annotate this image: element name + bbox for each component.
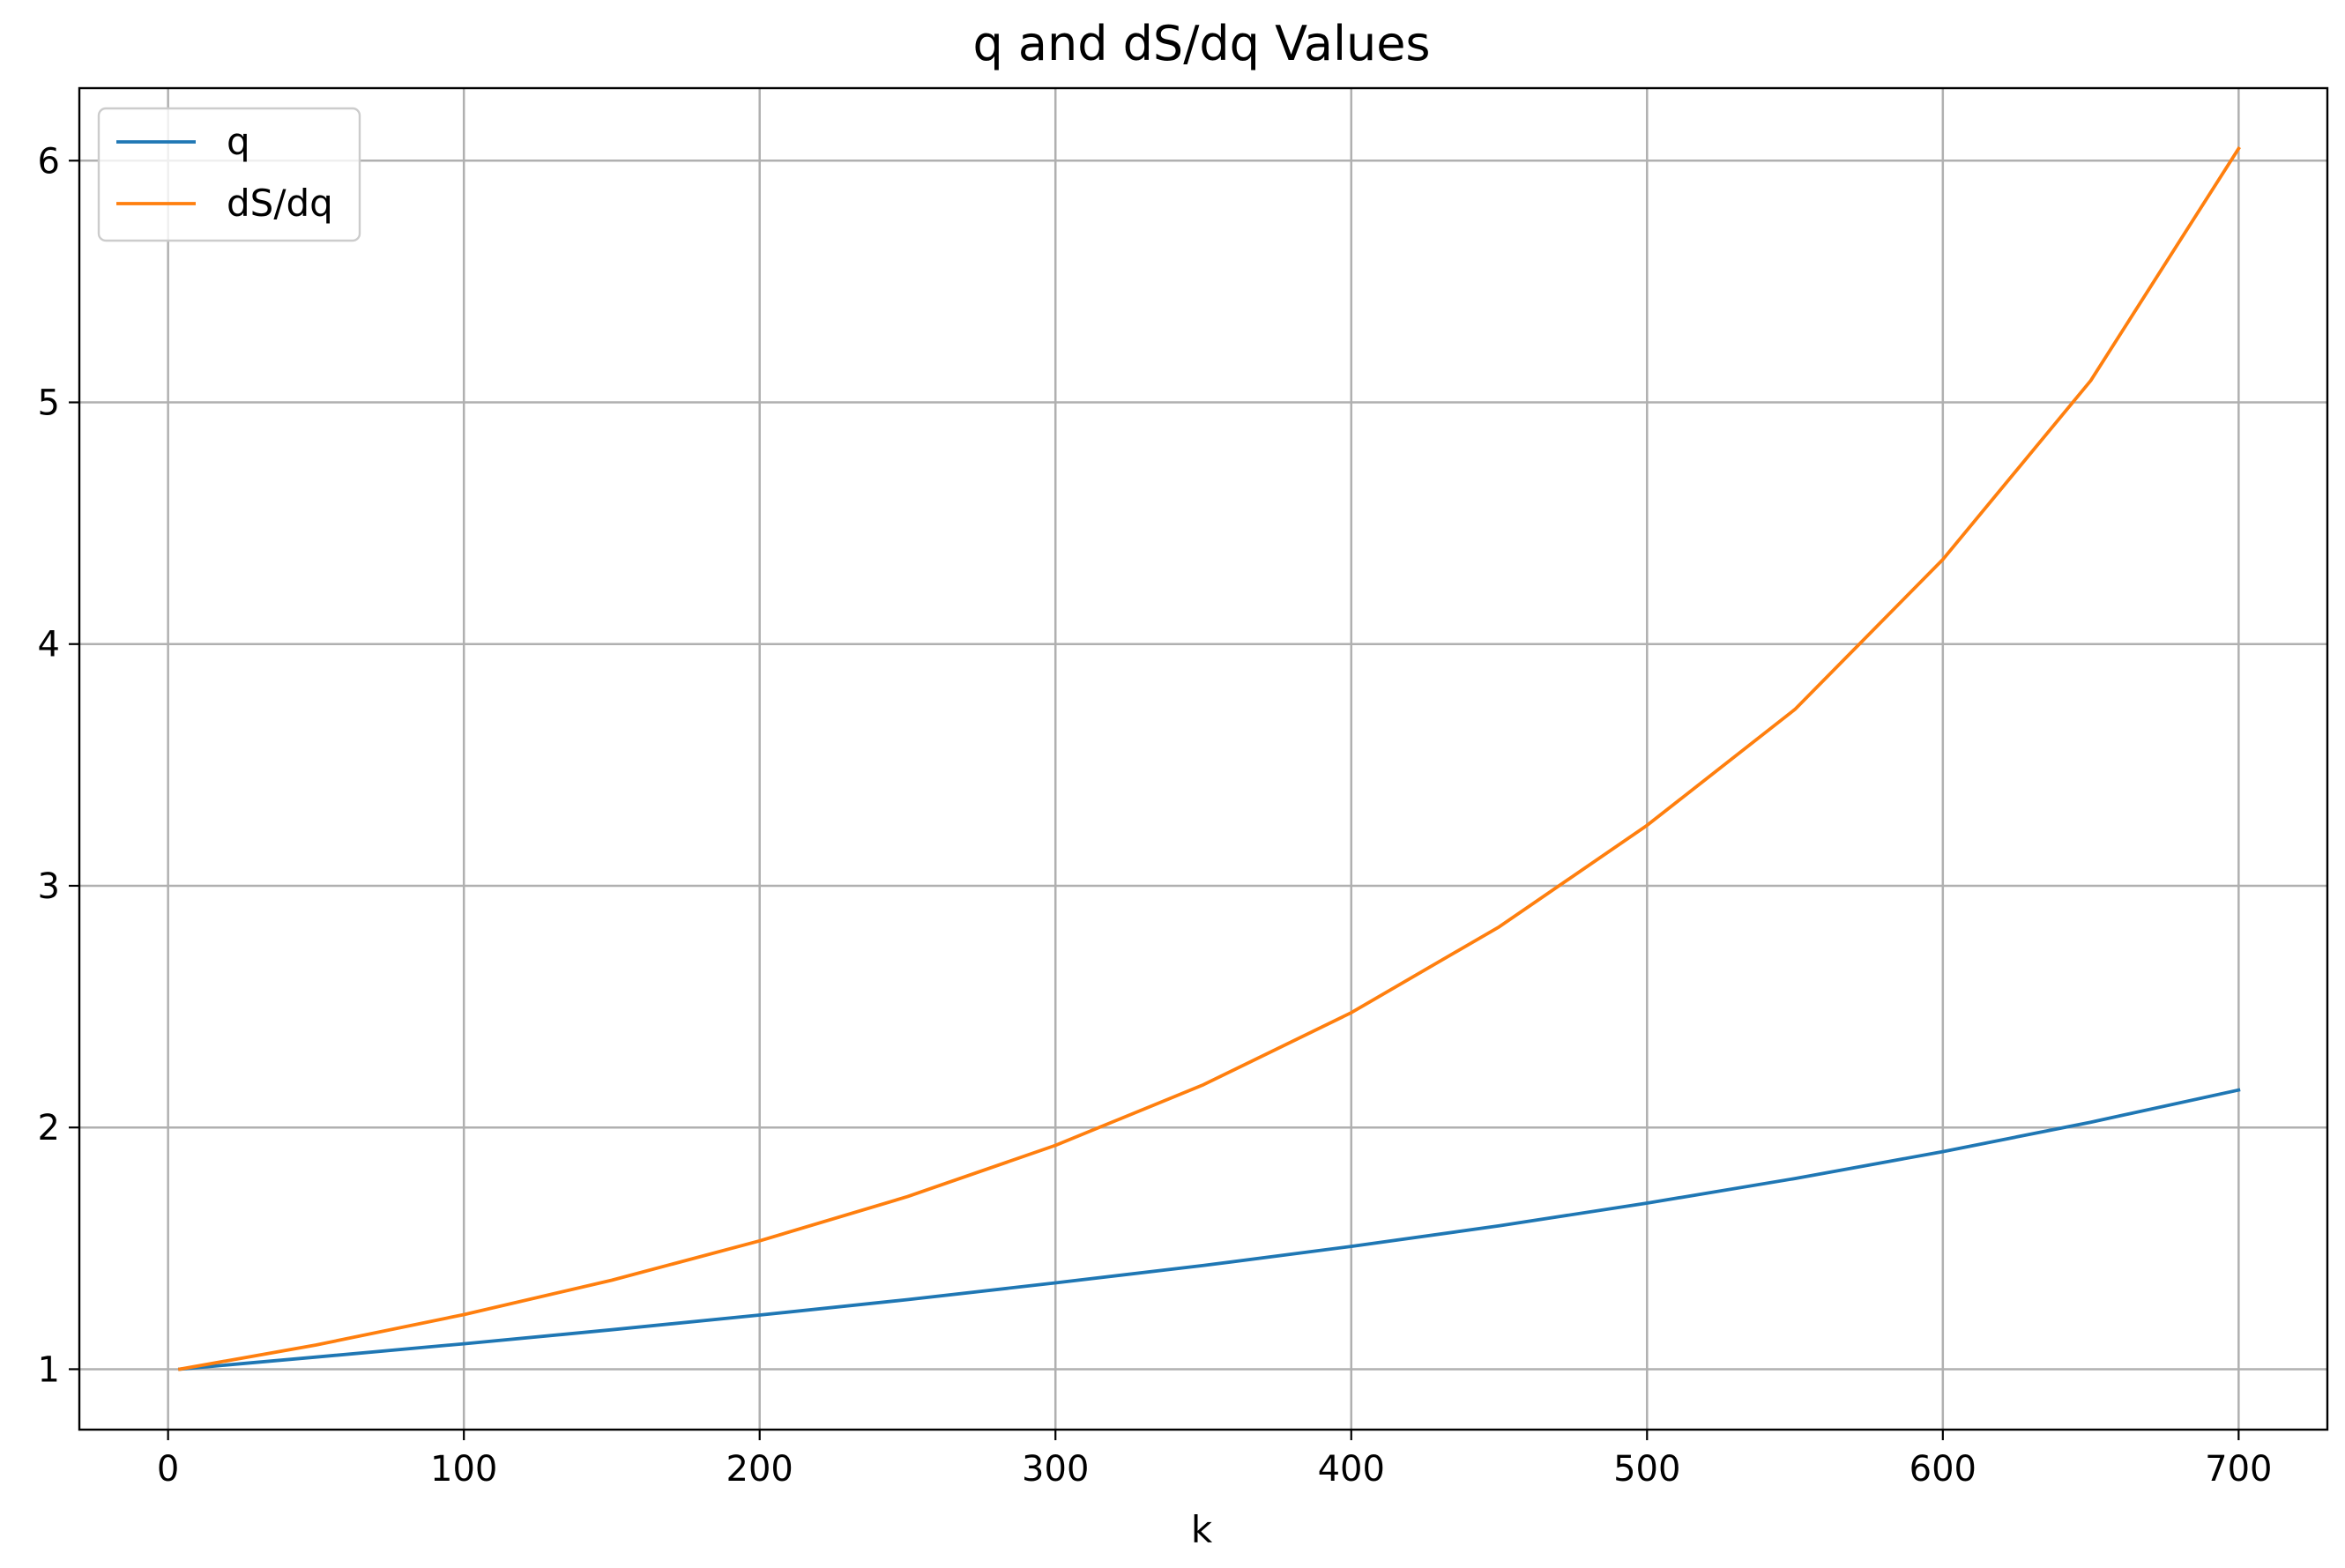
- x-tick-label: 700: [2205, 1449, 2272, 1490]
- series-line-ds-dq: [177, 145, 2241, 1371]
- x-tick-label: 200: [726, 1449, 793, 1490]
- series-line-q: [178, 1088, 2241, 1371]
- y-tick-label: 3: [38, 866, 60, 907]
- series-layer: [177, 145, 2241, 1371]
- x-tick-label: 400: [1318, 1449, 1385, 1490]
- y-tick-label: 6: [38, 141, 60, 182]
- chart-title: q and dS/dq Values: [972, 16, 1430, 71]
- grid: [79, 88, 2327, 1430]
- legend-label: q: [227, 120, 250, 163]
- axis-ticks: 0 100 200 300 400 500 600 700 1 2 3 4 5 6: [38, 141, 2273, 1490]
- y-tick-label: 5: [38, 383, 60, 424]
- x-tick-label: 100: [430, 1449, 497, 1490]
- x-axis-label: k: [1191, 1508, 1213, 1551]
- legend: q dS/dq: [97, 107, 361, 242]
- x-tick-label: 500: [1613, 1449, 1680, 1490]
- y-tick-label: 1: [38, 1349, 60, 1390]
- plot-frame: [78, 86, 2329, 1431]
- y-tick-label: 2: [38, 1108, 60, 1148]
- legend-label: dS/dq: [227, 182, 333, 225]
- x-tick-label: 300: [1022, 1449, 1089, 1490]
- x-tick-label: 0: [157, 1449, 179, 1490]
- y-tick-label: 4: [38, 625, 60, 665]
- x-tick-label: 600: [1910, 1449, 1976, 1490]
